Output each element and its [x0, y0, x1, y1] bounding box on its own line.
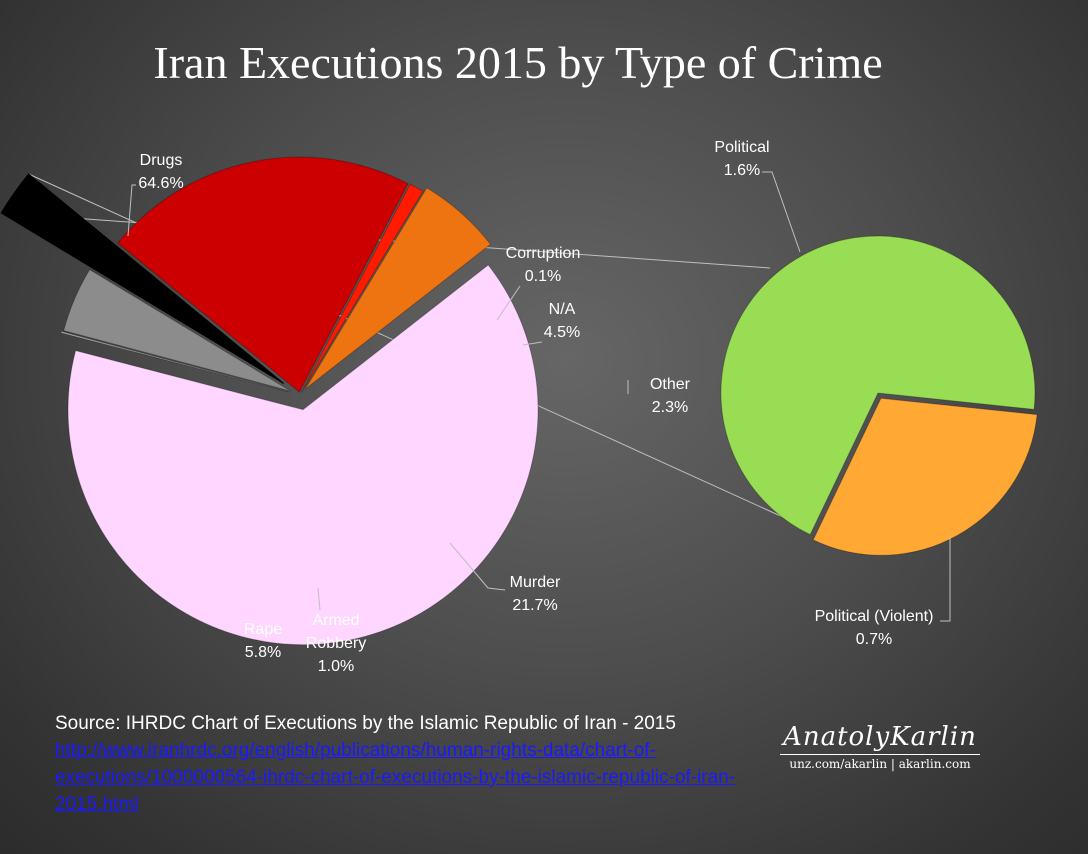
slice-name: Corruption — [506, 245, 581, 262]
slice-name: Rape — [244, 621, 282, 638]
slice-pct: 0.7% — [856, 631, 892, 648]
source-link[interactable]: http://www.iranhrdc.org/english/publicat… — [55, 740, 736, 815]
slice-pct: 64.6% — [138, 175, 183, 192]
pie-slice-political-violent — [812, 397, 1038, 556]
pie-slice-political — [720, 235, 1036, 536]
pie-slice-murder — [117, 156, 409, 393]
slice-pct: 0.1% — [525, 268, 561, 285]
leader-political — [762, 171, 801, 253]
pie-slice-rape — [304, 187, 492, 390]
slice-pct: 1.0% — [318, 658, 354, 675]
leader-political-violent — [940, 535, 951, 622]
pie-slice-n-a — [63, 268, 292, 392]
slice-label-rape: Rape 5.8% — [244, 621, 282, 661]
slice-pct: 4.5% — [544, 324, 580, 341]
slice-pct: 5.8% — [245, 644, 281, 661]
leader-murder — [449, 542, 506, 591]
slice-pct: 2.3% — [652, 399, 688, 416]
slice-name: Robbery — [306, 635, 366, 652]
pie-slice-corruption — [60, 330, 289, 393]
slice-name: Political — [714, 139, 769, 156]
secondary-pie — [720, 235, 1038, 556]
source-text: Source: IHRDC Chart of Executions by the… — [55, 713, 676, 734]
pie-slice-other — [0, 173, 284, 384]
pie-slice-drugs — [67, 264, 539, 646]
slice-name: Drugs — [140, 152, 183, 169]
slice-label-political-violent: Political (Violent) 0.7% — [815, 608, 934, 648]
slice-pct: 21.7% — [512, 597, 557, 614]
source-block: Source: IHRDC Chart of Executions by the… — [55, 710, 755, 818]
slice-pct: 1.6% — [724, 162, 760, 179]
slice-label-drugs: Drugs 64.6% — [138, 152, 183, 192]
slice-label-corruption: Corruption 0.1% — [506, 245, 581, 285]
leader-drugs — [127, 184, 136, 237]
leader-corruption — [496, 285, 521, 321]
pie-slice-armed-robbery — [301, 183, 424, 393]
slice-name: Political (Violent) — [815, 608, 934, 625]
leader-lines — [127, 171, 951, 622]
signature-logo: AnatolyKarlin unz.com/akarlin | akarlin.… — [780, 722, 980, 771]
slice-name: Armed — [312, 612, 359, 629]
slice-label-n-a: N/A 4.5% — [544, 301, 580, 341]
leader-n-a — [522, 341, 543, 346]
slice-labels: Drugs 64.6% Corruption 0.1% N/A 4.5% Other 2.3%… — [138, 139, 933, 675]
slice-label-armed-robbery: Armed Robbery 1.0% — [306, 612, 366, 675]
slice-label-murder: Murder 21.7% — [510, 574, 561, 614]
slice-label-other: Other 2.3% — [650, 376, 691, 416]
signature-name: AnatolyKarlin — [780, 722, 980, 755]
main-pie — [0, 156, 539, 646]
signature-sub: unz.com/akarlin | akarlin.com — [789, 757, 971, 771]
slice-name: Murder — [510, 574, 561, 591]
slice-name: Other — [650, 376, 691, 393]
leader-armed-robbery — [317, 587, 321, 611]
slice-name: N/A — [549, 301, 576, 318]
slice-label-political: Political 1.6% — [714, 139, 769, 179]
chart-title: Iran Executions 2015 by Type of Crime — [153, 37, 882, 88]
